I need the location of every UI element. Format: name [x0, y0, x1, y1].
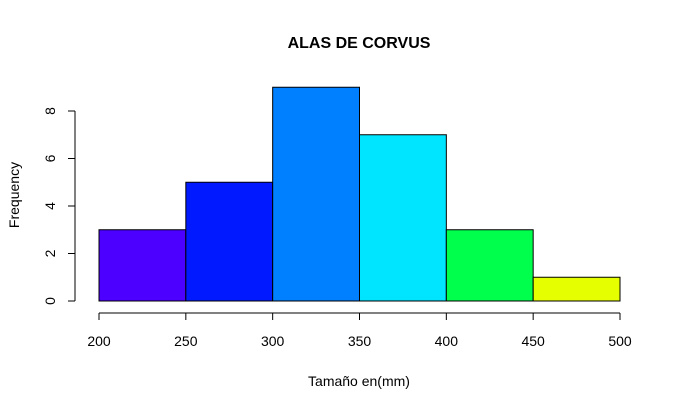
y-axis-label: Frequency [6, 162, 22, 228]
histogram-bar-350-400 [359, 134, 447, 302]
histogram-bar-200-250 [98, 229, 187, 302]
x-tick-label-250: 250 [174, 333, 198, 349]
bars-group [98, 86, 621, 302]
histogram-bar-400-450 [445, 229, 534, 302]
y-tick-label-6: 6 [42, 154, 58, 162]
histogram-bar-250-300 [185, 181, 274, 302]
x-tick-label-500: 500 [608, 333, 632, 349]
histogram-bar-300-350 [272, 86, 360, 302]
x-axis-label: Tamaño en(mm) [308, 373, 410, 389]
x-tick-label-350: 350 [348, 333, 372, 349]
x-tick-label-300: 300 [261, 333, 285, 349]
x-axis: 200 250 300 350 400 450 500 [87, 312, 632, 349]
chart-title: ALAS DE CORVUS [288, 35, 431, 52]
y-tick-label-4: 4 [42, 202, 58, 210]
y-tick-label-2: 2 [42, 249, 58, 257]
histogram-bar-450-500 [532, 276, 621, 302]
y-tick-label-0: 0 [42, 297, 58, 305]
x-tick-label-400: 400 [435, 333, 459, 349]
y-tick-label-8: 8 [42, 107, 58, 115]
y-axis: 0 2 4 6 8 [42, 107, 76, 305]
x-tick-label-200: 200 [87, 333, 111, 349]
x-tick-label-450: 450 [521, 333, 545, 349]
